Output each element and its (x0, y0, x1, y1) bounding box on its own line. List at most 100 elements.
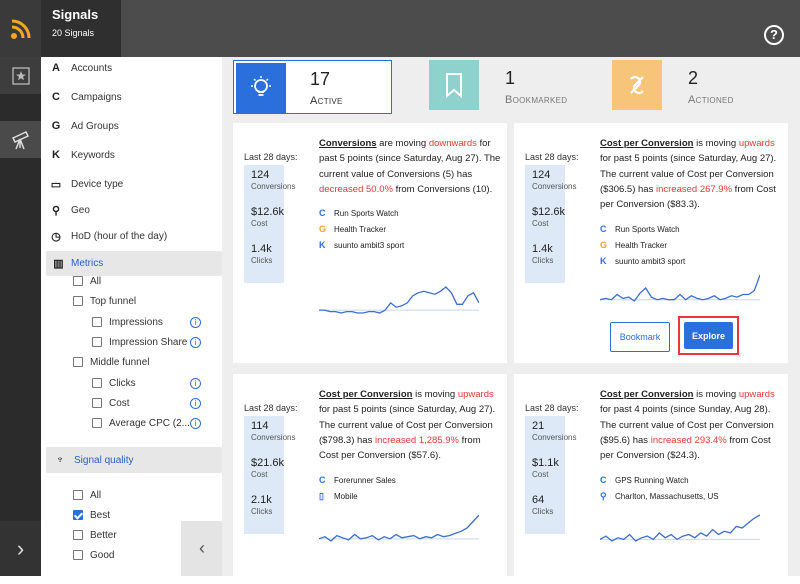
filter-middle-funnel[interactable]: Middle funnel (73, 354, 149, 370)
checkbox[interactable] (73, 357, 83, 367)
checkbox[interactable] (73, 490, 83, 500)
entity-type-icon: K (600, 256, 607, 266)
bookmark-button[interactable]: Bookmark (610, 322, 670, 352)
entity-item[interactable]: C GPS Running Watch (600, 472, 719, 488)
nav-geo[interactable]: ⚲ Geo (41, 199, 90, 221)
filter-clicks[interactable]: Clicks (92, 375, 136, 391)
signals-count: 20 Signals (52, 28, 95, 38)
filter-clicks-label: Clicks (109, 377, 136, 389)
tab-actioned[interactable]: 2 Actioned (612, 60, 771, 114)
entity-label: Charlton, Massachusetts, US (615, 491, 719, 501)
stat-value: 21 (532, 420, 545, 432)
entity-item[interactable]: C Run Sports Watch (600, 221, 685, 237)
expand-chevron-icon[interactable]: › (0, 521, 41, 576)
metric-link[interactable]: Cost per Conversion (600, 389, 694, 400)
direction-text: upwards (457, 389, 494, 400)
stat-block: 1.4k Clicks (251, 243, 284, 280)
change-text: decreased 50.0% (319, 183, 393, 195)
stat-value: $12.6k (251, 206, 285, 218)
info-icon[interactable]: i (190, 398, 201, 409)
checkbox[interactable] (92, 317, 102, 327)
quality-best[interactable]: Best (73, 507, 110, 523)
entity-label: Forerunner Sales (334, 475, 396, 485)
entity-label: Health Tracker (334, 224, 387, 234)
nav-metrics[interactable]: ▥ Metrics (46, 251, 222, 276)
info-icon[interactable]: i (190, 317, 201, 328)
entity-item[interactable]: G Health Tracker (319, 221, 404, 237)
stat-block: 124 Conversions (251, 169, 295, 206)
stat-block: $12.6k Cost (532, 206, 565, 243)
filter-top-funnel[interactable]: Top funnel (73, 293, 136, 309)
filter-all-metrics[interactable]: All (73, 273, 101, 289)
desc-text: are moving (376, 138, 429, 149)
rss-logo-icon[interactable] (0, 0, 41, 57)
checkbox[interactable] (73, 530, 83, 540)
rail-star-button[interactable] (0, 57, 41, 94)
entity-label: Run Sports Watch (615, 224, 680, 234)
checkbox[interactable] (92, 337, 102, 347)
stat-label: Clicks (251, 256, 273, 265)
device-icon: ▭ (50, 178, 62, 191)
stat-value: 1.4k (532, 243, 553, 255)
checkbox[interactable] (73, 276, 83, 286)
top-bar: Signals 20 Signals ? (0, 0, 800, 57)
tab-active[interactable]: 17 Active (233, 60, 392, 114)
signal-card[interactable]: Last 28 days: 21 Conversions $1.1k Cost 64 Cl… (514, 374, 788, 584)
nav-hod[interactable]: ◷ HoD (hour of the day) (41, 225, 167, 247)
entity-item[interactable]: G Health Tracker (600, 237, 685, 253)
nav-campaigns[interactable]: C Campaigns (41, 86, 122, 108)
checkbox-checked[interactable] (73, 510, 83, 520)
checkbox[interactable] (92, 398, 102, 408)
quality-better[interactable]: Better (73, 527, 117, 543)
metric-link[interactable]: Conversions (319, 138, 377, 149)
nav-accounts[interactable]: A Accounts (41, 57, 112, 79)
tab-bookmarked[interactable]: 1 Bookmarked (429, 60, 588, 114)
entity-item[interactable]: C Run Sports Watch (319, 205, 404, 221)
entity-item[interactable]: ⚲ Charlton, Massachusetts, US (600, 488, 719, 504)
nav-ad-groups-label: Ad Groups (71, 120, 119, 132)
nav-ad-groups[interactable]: G Ad Groups (41, 115, 119, 137)
stat-value: 2.1k (251, 494, 272, 506)
quality-all[interactable]: All (73, 487, 101, 503)
signal-card[interactable]: Last 28 days: 124 Conversions $12.6k Cost 1.… (514, 123, 788, 363)
clock-icon: ◷ (51, 230, 61, 243)
rail-telescope-button[interactable] (0, 121, 41, 158)
explore-button[interactable]: Explore (684, 322, 733, 349)
sparkline-chart (600, 514, 760, 542)
signal-card[interactable]: Last 28 days: 124 Conversions $12.6k Cost 1.… (233, 123, 507, 363)
entity-item[interactable]: ▯ Mobile (319, 488, 396, 504)
stat-label: Cost (251, 470, 268, 479)
quality-good[interactable]: Good (73, 547, 114, 563)
nav-keywords[interactable]: K Keywords (41, 144, 115, 166)
stat-label: Cost (251, 219, 268, 228)
left-rail: › (0, 57, 41, 576)
info-icon[interactable]: i (190, 378, 201, 389)
entity-item[interactable]: C Forerunner Sales (319, 472, 396, 488)
stat-block: 114 Conversions (251, 420, 295, 457)
checkbox[interactable] (73, 550, 83, 560)
info-icon[interactable]: i (190, 418, 201, 429)
metric-link[interactable]: Cost per Conversion (319, 389, 413, 400)
nav-device-type[interactable]: ▭ Device type (41, 173, 123, 195)
filter-average-cpc-label: Average CPC (2... (109, 417, 190, 429)
filter-average-cpc[interactable]: Average CPC (2... (92, 415, 190, 431)
filter-cost[interactable]: Cost (92, 395, 130, 411)
metric-link[interactable]: Cost per Conversion (600, 138, 694, 149)
signal-card[interactable]: Last 28 days: 114 Conversions $21.6k Cost 2.… (233, 374, 507, 584)
stat-block: 124 Conversions (532, 169, 576, 206)
help-icon[interactable]: ? (764, 25, 784, 45)
filter-impressions[interactable]: Impressions (92, 314, 163, 330)
desc-text: from Conversions (10). (392, 183, 493, 195)
info-icon[interactable]: i (190, 337, 201, 348)
nav-signal-quality[interactable]: ♆ Signal quality (46, 447, 222, 473)
accounts-icon: A (52, 62, 60, 74)
filter-impression-share[interactable]: Impression Share (92, 334, 187, 350)
desc-text: is moving (412, 389, 458, 400)
checkbox[interactable] (92, 418, 102, 428)
checkbox[interactable] (73, 296, 83, 306)
collapse-sidebar-button[interactable]: ‹ (181, 521, 223, 576)
checkbox[interactable] (92, 378, 102, 388)
entity-label: suunto ambit3 sport (334, 240, 405, 250)
